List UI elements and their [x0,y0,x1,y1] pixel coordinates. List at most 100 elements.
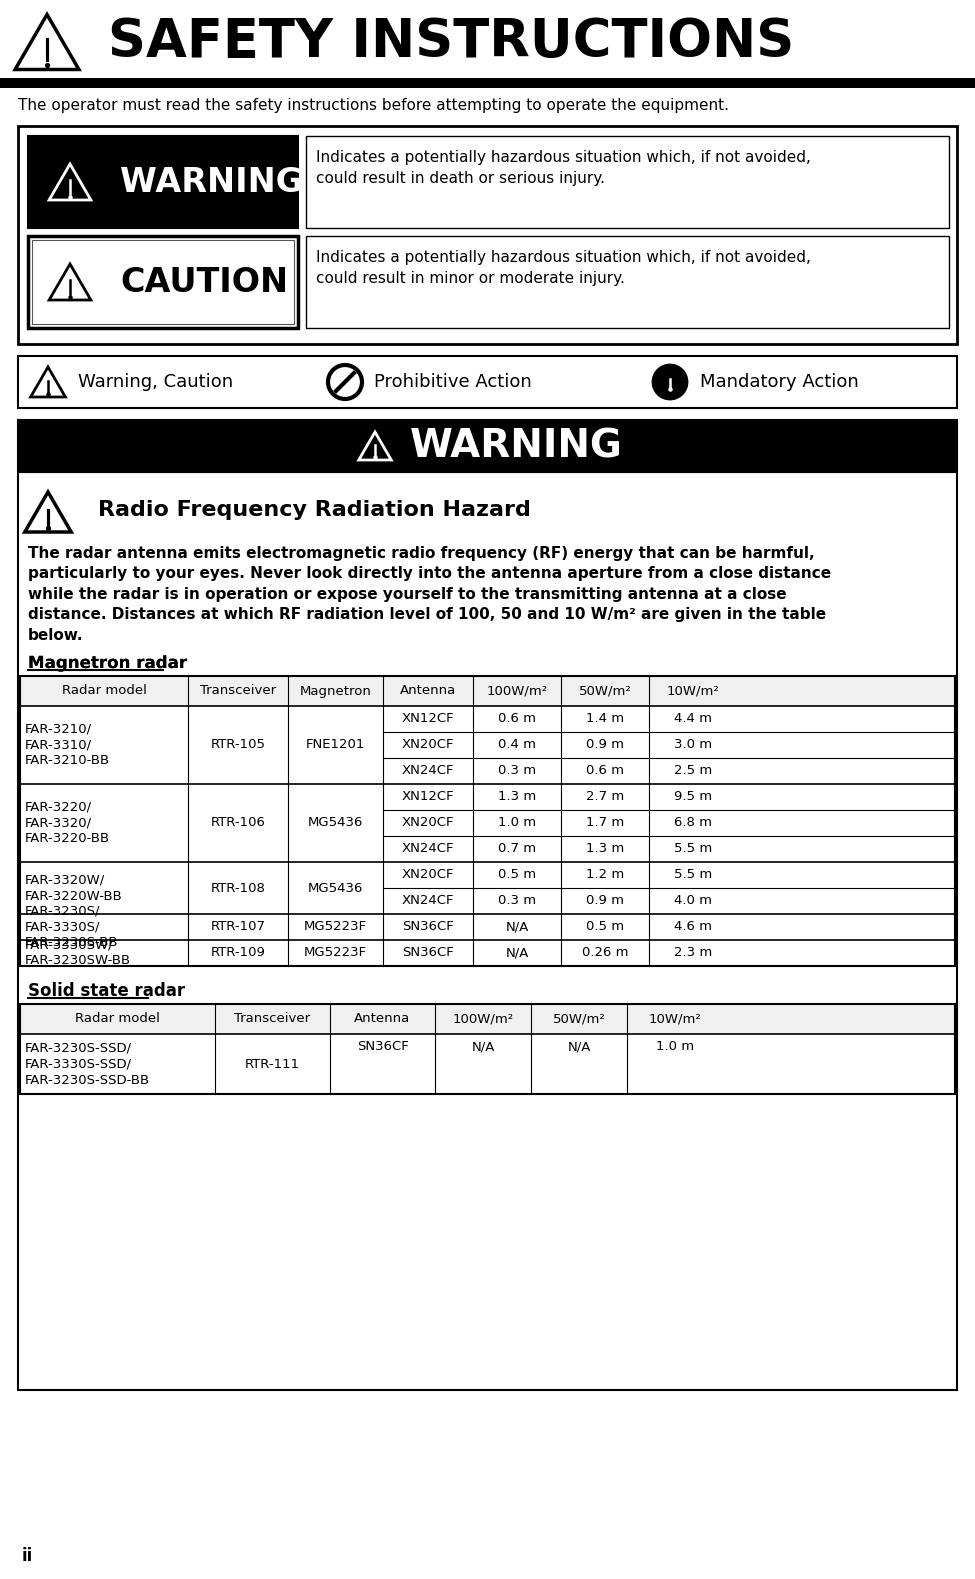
Text: Antenna: Antenna [354,1012,410,1025]
Bar [0,77,975,88]
Text: 4.4 m: 4.4 m [674,712,712,725]
Text: 5.5 m: 5.5 m [674,868,712,881]
Text: 0.5 m: 0.5 m [586,921,624,933]
Text: RTR-111: RTR-111 [245,1058,300,1071]
Text: MG5436: MG5436 [308,816,363,829]
Text: 100W/m²: 100W/m² [487,685,548,698]
Text: XN20CF: XN20CF [402,739,454,752]
Text: Radar model: Radar model [61,685,146,698]
Text: 100W/m²: 100W/m² [452,1012,514,1025]
Text: N/A: N/A [505,921,528,933]
Text: FAR-3210/
FAR-3310/
FAR-3210-BB: FAR-3210/ FAR-3310/ FAR-3210-BB [25,723,110,767]
Bar [18,355,957,407]
Text: 9.5 m: 9.5 m [674,791,712,804]
Text: 1.3 m: 1.3 m [498,791,536,804]
Text: ii: ii [22,1547,33,1565]
Text: 6.8 m: 6.8 m [674,816,712,829]
Bar [32,240,294,324]
Text: 1.7 m: 1.7 m [586,816,624,829]
Text: 3.0 m: 3.0 m [674,739,712,752]
Text: 0.5 m: 0.5 m [498,868,536,881]
Text: 0.4 m: 0.4 m [498,739,536,752]
Text: 0.6 m: 0.6 m [586,764,624,777]
Text: Transceiver: Transceiver [234,1012,311,1025]
Text: The radar antenna emits electromagnetic radio frequency (RF) energy that can be : The radar antenna emits electromagnetic … [28,546,831,643]
Text: FAR-3230S-SSD/
FAR-3330S-SSD/
FAR-3230S-SSD-BB: FAR-3230S-SSD/ FAR-3330S-SSD/ FAR-3230S-… [25,1042,150,1086]
Text: N/A: N/A [505,946,528,960]
Text: XN20CF: XN20CF [402,816,454,829]
Bar [28,136,298,227]
Text: Antenna: Antenna [400,685,456,698]
Text: Warning, Caution: Warning, Caution [78,373,233,392]
Text: Solid state radar: Solid state radar [28,982,185,1000]
Text: XN24CF: XN24CF [402,894,454,908]
Text: Transceiver: Transceiver [200,685,276,698]
Text: SAFETY INSTRUCTIONS: SAFETY INSTRUCTIONS [108,16,795,68]
Text: WARNING: WARNING [410,426,623,464]
Text: 0.3 m: 0.3 m [498,894,536,908]
Text: 0.3 m: 0.3 m [498,764,536,777]
Text: 1.0 m: 1.0 m [656,1041,694,1053]
Text: 0.9 m: 0.9 m [586,739,624,752]
Text: N/A: N/A [471,1041,494,1053]
Text: 10W/m²: 10W/m² [648,1012,701,1025]
Text: 1.4 m: 1.4 m [586,712,624,725]
Bar [20,1004,955,1034]
Text: 1.0 m: 1.0 m [498,816,536,829]
Bar [28,235,298,328]
Text: 0.6 m: 0.6 m [498,712,536,725]
Text: The operator must read the safety instructions before attempting to operate the : The operator must read the safety instru… [18,98,729,114]
Text: 2.3 m: 2.3 m [674,946,712,960]
Text: RTR-109: RTR-109 [211,946,265,960]
Text: XN24CF: XN24CF [402,764,454,777]
Text: 4.6 m: 4.6 m [674,921,712,933]
Text: N/A: N/A [567,1041,591,1053]
Text: 0.7 m: 0.7 m [498,843,536,856]
Bar [18,126,957,344]
Text: FAR-3230S/
FAR-3330S/
FAR-3230S-BB: FAR-3230S/ FAR-3330S/ FAR-3230S-BB [25,905,119,949]
Text: Indicates a potentially hazardous situation which, if not avoided,
could result : Indicates a potentially hazardous situat… [316,249,811,286]
Text: 0.9 m: 0.9 m [586,894,624,908]
Text: FAR-3320W/
FAR-3220W-BB: FAR-3320W/ FAR-3220W-BB [25,873,123,903]
Bar [20,914,955,940]
Bar [20,1004,955,1094]
Text: SN36CF: SN36CF [402,946,454,960]
Text: RTR-106: RTR-106 [211,816,265,829]
Text: 1.2 m: 1.2 m [586,868,624,881]
Circle shape [653,365,687,399]
Text: RTR-105: RTR-105 [211,739,265,752]
Text: Prohibitive Action: Prohibitive Action [374,373,531,392]
Text: RTR-107: RTR-107 [211,921,265,933]
Text: Magnetron: Magnetron [299,685,371,698]
Text: 1.3 m: 1.3 m [586,843,624,856]
Bar [20,676,955,706]
Bar [306,136,949,227]
Text: SN36CF: SN36CF [402,921,454,933]
Text: WARNING: WARNING [120,166,303,199]
Text: FAR-3330SW/
FAR-3230SW-BB: FAR-3330SW/ FAR-3230SW-BB [25,938,131,968]
Text: XN20CF: XN20CF [402,868,454,881]
Bar [306,235,949,328]
Text: 0.26 m: 0.26 m [582,946,628,960]
Text: 2.5 m: 2.5 m [674,764,712,777]
Text: MG5436: MG5436 [308,881,363,894]
Text: Mandatory Action: Mandatory Action [700,373,859,392]
Text: SN36CF: SN36CF [357,1041,409,1053]
Text: MG5223F: MG5223F [304,921,367,933]
Text: XN24CF: XN24CF [402,843,454,856]
Bar [20,676,955,966]
Text: 10W/m²: 10W/m² [667,685,720,698]
Bar [18,420,957,472]
Text: XN12CF: XN12CF [402,712,454,725]
Text: Magnetron radar: Magnetron radar [28,654,186,673]
Text: 50W/m²: 50W/m² [553,1012,605,1025]
Text: 4.0 m: 4.0 m [674,894,712,908]
Text: Radio Frequency Radiation Hazard: Radio Frequency Radiation Hazard [98,501,530,519]
Text: CAUTION: CAUTION [120,265,289,298]
Text: 2.7 m: 2.7 m [586,791,624,804]
Text: 50W/m²: 50W/m² [578,685,632,698]
Text: RTR-108: RTR-108 [211,881,265,894]
Text: Indicates a potentially hazardous situation which, if not avoided,
could result : Indicates a potentially hazardous situat… [316,150,811,186]
Bar [18,472,957,1390]
Text: FNE1201: FNE1201 [306,739,366,752]
